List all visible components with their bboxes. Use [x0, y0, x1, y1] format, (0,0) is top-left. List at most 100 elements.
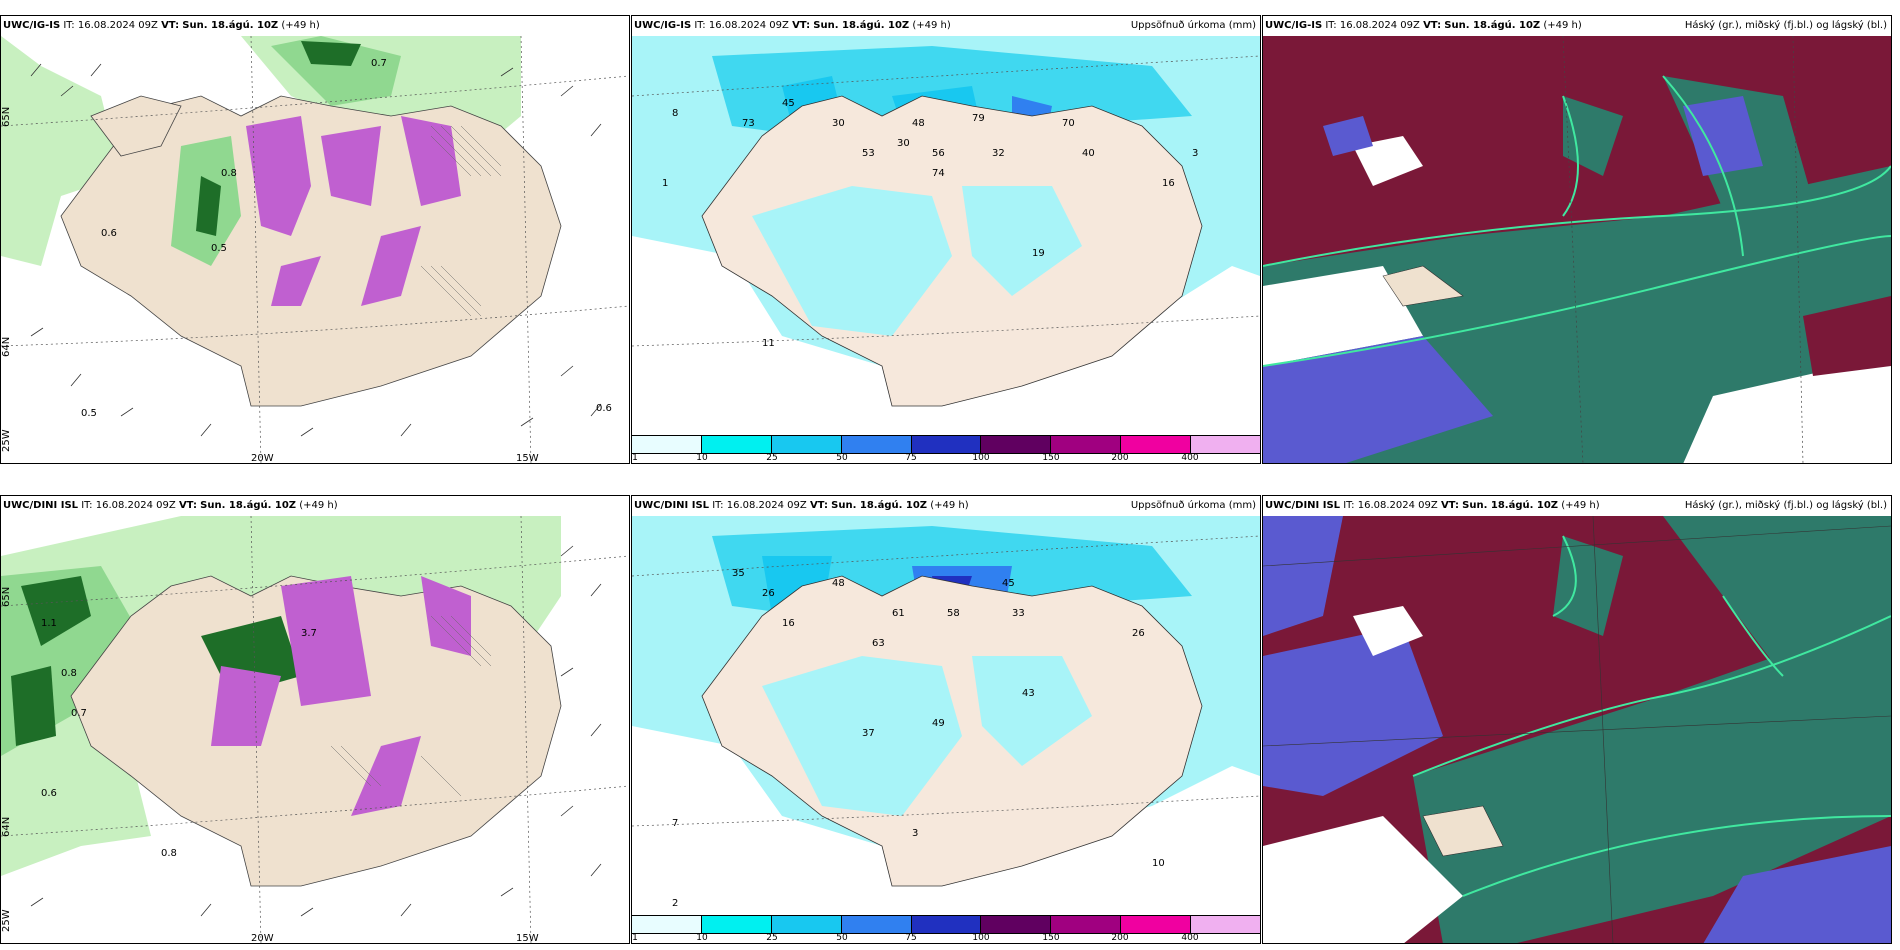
valid-time: Sun. 18.ágú. 10Z — [200, 500, 297, 511]
colorbar-tick: 75 — [905, 933, 917, 943]
precip-value-17: 11 — [762, 338, 775, 349]
wind-value-4: 0.5 — [211, 243, 227, 254]
colorbar-tick: 10 — [696, 453, 708, 463]
valid-time: Sun. 18.ágú. 10Z — [1462, 500, 1559, 511]
precip-value-7: 58 — [947, 608, 960, 619]
init-time: 16.08.2024 09Z — [77, 20, 158, 31]
wind-value-2: 0.8 — [221, 168, 237, 179]
cloud-map — [1263, 516, 1891, 943]
precip-value-6: 63 — [872, 638, 885, 649]
precip-value-12: 70 — [1062, 118, 1075, 129]
lead-time: (+49 h) — [930, 500, 969, 511]
lead-time: (+49 h) — [912, 20, 951, 31]
precip-value-4: 53 — [862, 148, 875, 159]
wind-value-1: 0.7 — [371, 58, 387, 69]
it-prefix: IT: — [63, 20, 75, 31]
panel-dini-clouds: UWC/DINI ISL IT: 16.08.2024 09Z VT: Sun.… — [1262, 495, 1892, 944]
init-time: 16.08.2024 09Z — [1357, 500, 1438, 511]
precip-map: 35 26 48 16 61 63 58 45 33 43 26 49 37 3… — [632, 516, 1260, 916]
model-name: UWC/IG-IS — [3, 20, 61, 31]
colorbar-tick: 25 — [766, 933, 778, 943]
vt-prefix: VT: — [161, 20, 180, 31]
panel-header: UWC/DINI ISL IT: 16.08.2024 09Z VT: Sun.… — [1263, 496, 1891, 516]
valid-time: Sun. 18.ágú. 10Z — [813, 20, 910, 31]
panel-ig-is-precip: UWC/IG-IS IT: 16.08.2024 09Z VT: Sun. 18… — [631, 15, 1261, 464]
model-name: UWC/IG-IS — [1265, 20, 1323, 31]
precip-value-2: 73 — [742, 118, 755, 129]
colorbar-tick: 100 — [972, 933, 990, 943]
vt-prefix: VT: — [809, 500, 828, 511]
wind-value-6: 0.8 — [161, 848, 177, 859]
panel-dini-precip: UWC/DINI ISL IT: 16.08.2024 09Z VT: Sun.… — [631, 495, 1261, 944]
precip-value-1: 35 — [732, 568, 745, 579]
it-prefix: IT: — [712, 500, 724, 511]
precip-value-10: 56 — [932, 148, 945, 159]
precip-value-14: 3 — [912, 828, 918, 839]
wind-map: 1.1 0.8 0.7 0.6 3.7 0.8 65N 64N 25W 20W … — [1, 516, 629, 944]
wind-value-3: 0.7 — [71, 708, 87, 719]
precip-value-13: 37 — [862, 728, 875, 739]
precip-value-3: 30 — [832, 118, 845, 129]
lead-time: (+49 h) — [1543, 20, 1582, 31]
precip-value-18: 1 — [662, 178, 668, 189]
wind-value-6: 0.6 — [596, 403, 612, 414]
it-prefix: IT: — [1325, 20, 1337, 31]
lon-label-25w: 25W — [1, 429, 12, 452]
lat-label-65n: 65N — [1, 587, 12, 607]
panel-header: UWC/IG-IS IT: 16.08.2024 09Z VT: Sun. 18… — [1263, 16, 1891, 36]
precip-value-12: 49 — [932, 718, 945, 729]
colorbar-tick: 75 — [905, 453, 917, 463]
vt-prefix: VT: — [178, 500, 197, 511]
precip-value-7: 48 — [912, 118, 925, 129]
wind-value-4: 0.6 — [41, 788, 57, 799]
init-time: 16.08.2024 09Z — [708, 20, 789, 31]
precip-value-16: 10 — [1152, 858, 1165, 869]
colorbar-tick: 200 — [1111, 933, 1129, 943]
panel-field-title: Háský (gr.), miðský (fj.bl.) og lágský (… — [1684, 500, 1887, 511]
panel-dini-wind: UWC/DINI ISL IT: 16.08.2024 09Z VT: Sun.… — [0, 495, 630, 944]
precip-value-5: 45 — [782, 98, 795, 109]
precip-value-6: 30 — [897, 138, 910, 149]
panel-header: UWC/IG-IS IT: 16.08.2024 09Z VT: Sun. 18… — [1, 16, 629, 36]
vt-prefix: VT: — [792, 20, 811, 31]
precip-value-8: 79 — [972, 113, 985, 124]
lead-time: (+49 h) — [1561, 500, 1600, 511]
precip-value-5: 61 — [892, 608, 905, 619]
wind-value-2: 0.8 — [61, 668, 77, 679]
colorbar: 1 10 25 50 75 100 150 200 400 — [632, 435, 1260, 463]
precip-value-11: 74 — [932, 168, 945, 179]
precip-value-10: 43 — [1022, 688, 1035, 699]
colorbar-tick: 1 — [632, 453, 638, 463]
model-name: UWC/DINI ISL — [3, 500, 79, 511]
precip-value-16: 3 — [1192, 148, 1198, 159]
valid-time: Sun. 18.ágú. 10Z — [831, 500, 928, 511]
colorbar-tick: 150 — [1042, 453, 1060, 463]
lon-label-20w: 20W — [251, 933, 274, 944]
wind-map: 0.7 0.8 0.6 0.5 0.5 0.6 65N 64N 25W 20W … — [1, 36, 629, 463]
init-time: 16.08.2024 09Z — [95, 500, 176, 511]
precip-value-4: 16 — [782, 618, 795, 629]
model-name: UWC/IG-IS — [634, 20, 692, 31]
lat-label-65n: 65N — [1, 107, 12, 127]
it-prefix: IT: — [81, 500, 93, 511]
colorbar-swatches — [632, 915, 1260, 934]
model-name: UWC/DINI ISL — [1265, 500, 1341, 511]
lead-time: (+49 h) — [281, 20, 320, 31]
precip-value-15: 19 — [1032, 248, 1045, 259]
colorbar-tick: 50 — [836, 933, 848, 943]
cloud-map — [1263, 36, 1891, 463]
colorbar-tick: 100 — [972, 453, 990, 463]
wind-value-5: 0.5 — [81, 408, 97, 419]
init-time: 16.08.2024 09Z — [1339, 20, 1420, 31]
colorbar-tick: 10 — [696, 933, 708, 943]
precip-value-2: 26 — [762, 588, 775, 599]
wind-value-3: 0.6 — [101, 228, 117, 239]
colorbar: 1 10 25 50 75 100 150 200 400 — [632, 915, 1260, 943]
precip-value-14: 16 — [1162, 178, 1175, 189]
colorbar-tick: 25 — [766, 453, 778, 463]
panel-field-title: Uppsöfnuð úrkoma (mm) — [1130, 500, 1256, 511]
panel-ig-is-wind: UWC/IG-IS IT: 16.08.2024 09Z VT: Sun. 18… — [0, 15, 630, 464]
colorbar-tick: 50 — [836, 453, 848, 463]
vt-prefix: VT: — [1440, 500, 1459, 511]
precip-value-15: 7 — [672, 818, 678, 829]
